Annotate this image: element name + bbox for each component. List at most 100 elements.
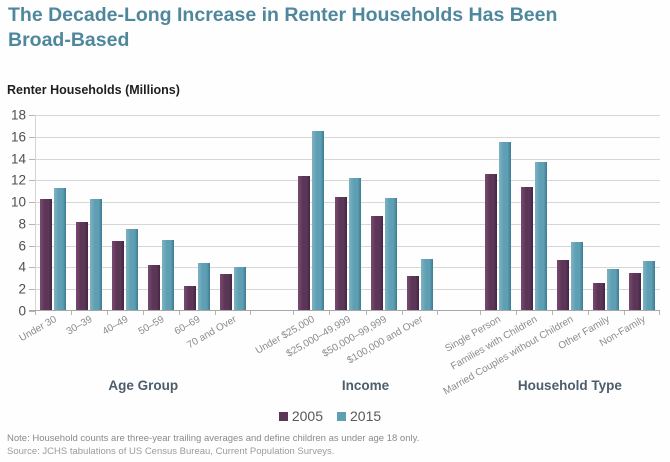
legend-item-2005: 2005 (278, 408, 323, 424)
bar-2015--50-000-99-999 (384, 197, 397, 311)
y-tick-label-6: 6 (18, 238, 26, 254)
gridline-14 (35, 158, 660, 160)
gridline-2 (35, 289, 660, 291)
bar-2015-60-69 (198, 263, 211, 311)
gridline-10 (35, 202, 660, 204)
legend-item-2015: 2015 (337, 408, 381, 424)
x-tick (143, 311, 145, 315)
footnote: Note: Household counts are three-year tr… (7, 433, 420, 444)
bar-group-age-group: Under 30 30–39 40–49 50–59 60–69 70 and Over A… (17, 115, 252, 393)
gridline-6 (35, 245, 660, 247)
bar-2015-under-30 (54, 188, 67, 311)
bar-2005-single-person (484, 173, 497, 311)
bar-2005--50-000-99-999 (370, 216, 383, 311)
chart-legend: 2005 2015 (0, 408, 660, 424)
category-60-69: 60–69 (173, 115, 215, 337)
y-tick-16 (29, 136, 35, 138)
y-tick-4 (29, 267, 35, 269)
bar-2015-other-family (606, 268, 619, 311)
bar-2005-married-couples-without-children (556, 259, 569, 311)
bar-2005-40-49 (112, 241, 125, 311)
legend-label-2015: 2015 (350, 408, 382, 424)
x-tick (329, 311, 331, 315)
y-tick-12 (29, 180, 35, 182)
y-axis-line (35, 115, 36, 311)
category-70-and-over: 70 and Over (186, 115, 252, 351)
x-tick (107, 311, 109, 315)
bar-2015-families-with-children (534, 161, 547, 311)
x-tick (293, 311, 295, 315)
x-tick (365, 311, 367, 315)
y-tick-10 (29, 202, 35, 204)
plot-area: 0 2 4 6 8 10 12 14 16 18 Under 30 30–39 40–49 50–59 60… (11, 108, 660, 397)
y-tick-label-4: 4 (18, 259, 26, 275)
y-tick-18 (29, 115, 35, 116)
y-tick-label-14: 14 (10, 151, 26, 167)
category-30-39: 30–39 (65, 115, 107, 337)
category-non-family: Non-Family (598, 115, 660, 349)
bar-2005-non-family (628, 272, 641, 311)
bar-2015-40-49 (126, 229, 139, 311)
group-title-household-type: Household Type (517, 378, 622, 393)
y-tick-label-2: 2 (18, 281, 26, 297)
y-tick-label-18: 18 (10, 107, 26, 123)
x-axis-line (29, 310, 660, 311)
bar-2005-60-69 (184, 286, 197, 311)
x-tick (179, 311, 181, 315)
category-label-under-30: Under 30 (17, 314, 59, 345)
group-title-income: Income (341, 378, 390, 393)
category-single-person: Single Person (444, 115, 516, 355)
y-tick-label-0: 0 (18, 303, 26, 319)
group-title-age-group: Age Group (108, 378, 179, 393)
bar-2005-under-25-000 (298, 176, 311, 311)
gridline-8 (35, 223, 660, 225)
bar-group-household-type: Single Person Families with Children Marri… (442, 115, 660, 397)
x-tick (436, 311, 438, 315)
bar-2015-under-25-000 (312, 131, 325, 311)
x-tick (215, 311, 217, 315)
category-married-couples-without-children: Married Couples without Children (442, 115, 588, 397)
y-tick-label-16: 16 (10, 129, 26, 145)
gridline-16 (35, 136, 660, 138)
bar-2015--25-000-49-999 (348, 178, 361, 311)
x-tick (587, 311, 589, 315)
bar-2015-single-person (498, 142, 511, 311)
y-axis-caption: Renter Households (Millions) (7, 83, 180, 97)
bar-2015-50-59 (162, 240, 175, 311)
bar-2005--100-000-and-over (406, 276, 419, 311)
x-tick (658, 311, 660, 315)
category--100-000-and-over: $100,000 and Over (345, 115, 438, 366)
x-tick (401, 311, 403, 315)
legend-swatch-2015-icon (337, 411, 346, 421)
y-tick-label-8: 8 (18, 216, 26, 232)
category-50-59: 50–59 (137, 115, 179, 337)
bar-2005-70-and-over (220, 274, 233, 311)
y-tick-14 (29, 158, 35, 160)
x-tick (551, 311, 553, 315)
bar-2015-30-39 (90, 198, 103, 311)
category-label-50-59: 50–59 (137, 314, 167, 338)
bar-2015-non-family (642, 260, 655, 311)
y-tick-8 (29, 223, 35, 225)
legend-label-2005: 2005 (291, 408, 323, 424)
page-title: The Decade-Long Increase in Renter House… (8, 4, 558, 52)
bar-groups: Under 30 30–39 40–49 50–59 60–69 70 and Over A… (17, 115, 660, 397)
category-families-with-children: Families with Children (449, 115, 552, 372)
y-tick-6 (29, 245, 35, 247)
category--25-000-49-999: $25,000–49,999 (285, 115, 365, 360)
y-tick-label-12: 12 (10, 172, 26, 188)
bar-2005--25-000-49-999 (334, 196, 347, 311)
x-tick (35, 311, 36, 315)
gridline-18 (35, 115, 660, 116)
y-tick-0 (29, 311, 35, 312)
bar-2005-30-39 (76, 221, 89, 311)
category-40-49: 40–49 (101, 115, 143, 337)
bar-2015-70-and-over (234, 267, 247, 311)
bar-2005-under-30 (40, 198, 53, 311)
legend-swatch-2005-icon (278, 411, 288, 421)
bar-2005-other-family (592, 282, 605, 311)
category-label-30-39: 30–39 (65, 314, 95, 338)
bar-group-income: Under $25,000 $25,000–49,999 $50,000–99,99… (254, 115, 438, 393)
category--50-000-99-999: $50,000–99,999 (321, 115, 402, 360)
bar-2005-50-59 (148, 265, 161, 311)
